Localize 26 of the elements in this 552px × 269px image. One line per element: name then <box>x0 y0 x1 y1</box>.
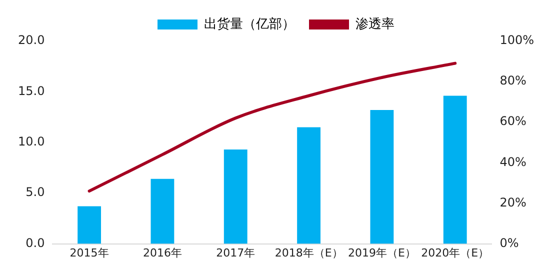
y-tick-label: 0.0 <box>26 236 45 250</box>
x-tick-label: 2019年（E） <box>348 246 416 260</box>
y-tick-label: 10.0 <box>18 134 45 149</box>
bar <box>224 150 248 244</box>
y2-tick-label: 60% <box>500 114 526 128</box>
y2-tick-label: 0% <box>500 236 519 250</box>
bar <box>370 110 394 244</box>
bar <box>443 96 467 244</box>
legend-label: 出货量（亿部） <box>204 16 295 32</box>
y-tick-label: 5.0 <box>26 185 45 200</box>
bar <box>150 178 174 244</box>
y2-tick-label: 20% <box>500 195 526 210</box>
legend-label: 渗透率 <box>356 16 394 32</box>
x-tick-label: 2017年 <box>216 246 256 260</box>
y2-tick-label: 100% <box>500 33 534 48</box>
x-tick-label: 2018年（E） <box>274 246 343 260</box>
x-tick-label: 2015年 <box>70 246 109 260</box>
y-tick-label: 20.0 <box>18 33 45 48</box>
bar <box>78 206 102 244</box>
line-series <box>88 62 457 193</box>
bar <box>297 127 320 244</box>
y2-tick-label: 40% <box>500 154 526 169</box>
x-tick-label: 2020年（E） <box>421 246 490 260</box>
x-tick-label: 2016年 <box>142 246 182 260</box>
y2-tick-label: 80% <box>500 74 526 88</box>
y-tick-label: 15.0 <box>18 84 45 98</box>
